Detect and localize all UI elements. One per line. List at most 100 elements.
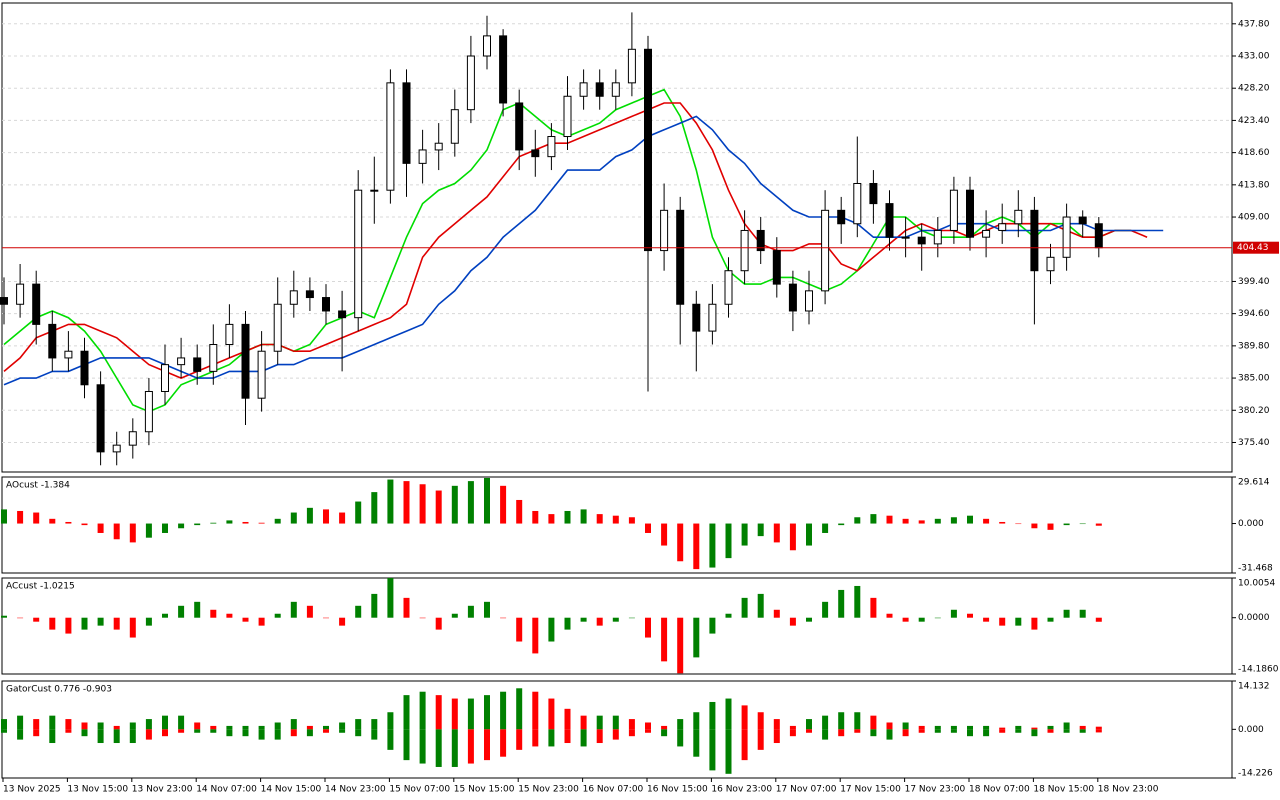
gator-bar [451,729,458,767]
gator-bar [612,715,619,730]
y-tick-label: 428.20 [1238,84,1270,94]
histogram-bar [226,520,233,524]
gator-bar [612,729,619,740]
histogram-bar [1079,523,1086,525]
gator-bar [983,729,990,737]
histogram-bar [757,523,764,537]
gator-bar [500,729,507,757]
candle-body [112,444,121,453]
gator-bar [323,729,329,733]
x-tick-label: 14 Nov 07:00 [196,785,257,795]
y-tick-label: 413.80 [1238,180,1270,190]
gator-bar [97,729,104,744]
histogram-bar [580,509,587,524]
gator-bar [886,729,893,740]
histogram-bar [500,485,507,524]
indicator-line [3,102,1148,379]
candle-body [708,303,717,332]
candle-body [32,283,41,325]
gator-bar [451,698,458,730]
candle-body [144,390,153,433]
candle-body [128,431,137,446]
candle-body [434,142,443,151]
histogram-bar [806,523,812,546]
histogram-bar [17,510,24,524]
histogram-bar [548,617,555,642]
gator-bar [274,722,281,730]
gator-bar [999,729,1006,733]
gator-bar [934,729,941,733]
gator-bar [17,729,24,740]
candle-body [450,109,459,144]
histogram-bar [210,609,217,618]
gator-bar [258,729,265,740]
x-tick-label: 16 Nov 23:00 [711,785,772,795]
histogram-bar [1015,523,1022,525]
candle-body [273,303,282,352]
candle-body [80,350,89,386]
y-tick-label: 385.00 [1238,374,1270,384]
x-tick-label: 15 Nov 15:00 [454,785,515,795]
histogram-bar [194,601,201,618]
y-tick-label: 375.40 [1238,438,1270,448]
gator-bar [967,729,973,737]
gator-bar [65,729,72,733]
gator-bar [113,725,120,730]
gator-bar [178,715,185,730]
gator-bar [484,695,490,730]
histogram-bar [339,512,346,524]
gator-bar [484,729,490,761]
gator-bar [709,729,716,771]
gator-bar [355,719,362,730]
gator-bar [773,729,780,744]
histogram-bar [999,521,1006,524]
histogram-bar [484,601,490,618]
gator-bar [741,729,748,761]
gator-bar [741,705,748,730]
candle-body [209,344,218,372]
histogram-bar [81,617,88,630]
gator-bar [49,715,56,730]
histogram-bar [323,509,329,524]
histogram-bar [886,613,893,618]
y-tick-label: 433.00 [1238,52,1270,62]
candle-body [853,182,862,225]
indicator-title: AOcust -1.384 [6,481,70,491]
histogram-bar [258,617,265,626]
histogram-bar [1095,523,1102,526]
x-tick-label: 18 Nov 15:00 [1033,785,1094,795]
histogram-bar [178,523,185,529]
histogram-bar [741,597,748,618]
histogram-bar [983,617,990,622]
y-tick-label: 409.00 [1238,213,1270,223]
candle-body [48,323,57,359]
histogram-bar [419,484,426,524]
histogram-bar [870,514,877,524]
histogram-bar [612,617,619,622]
candle-body [354,189,363,319]
histogram-bar [1031,617,1038,630]
y-tick-label: 14.132 [1238,682,1270,692]
histogram-bar [548,514,555,524]
candle-body [64,350,73,359]
gator-bar [178,729,185,733]
candle-body [837,209,846,225]
gator-bar [596,729,603,744]
gator-bar [806,729,812,733]
histogram-bar [725,523,732,559]
y-tick-label: -14.226 [1238,769,1273,779]
candle-body [563,95,572,138]
histogram-bar [226,613,233,618]
histogram-bar [1047,617,1054,622]
gator-bar [999,727,1006,730]
candle-body [933,229,942,245]
gator-bar [17,715,24,730]
candle-body [660,209,669,252]
x-tick-label: 13 Nov 2025 [3,785,61,795]
price-label: 404.43 [1237,243,1269,253]
histogram-bar [693,523,700,570]
histogram-bar [306,605,313,618]
gator-bar [1031,727,1038,730]
histogram-bar [129,523,136,543]
